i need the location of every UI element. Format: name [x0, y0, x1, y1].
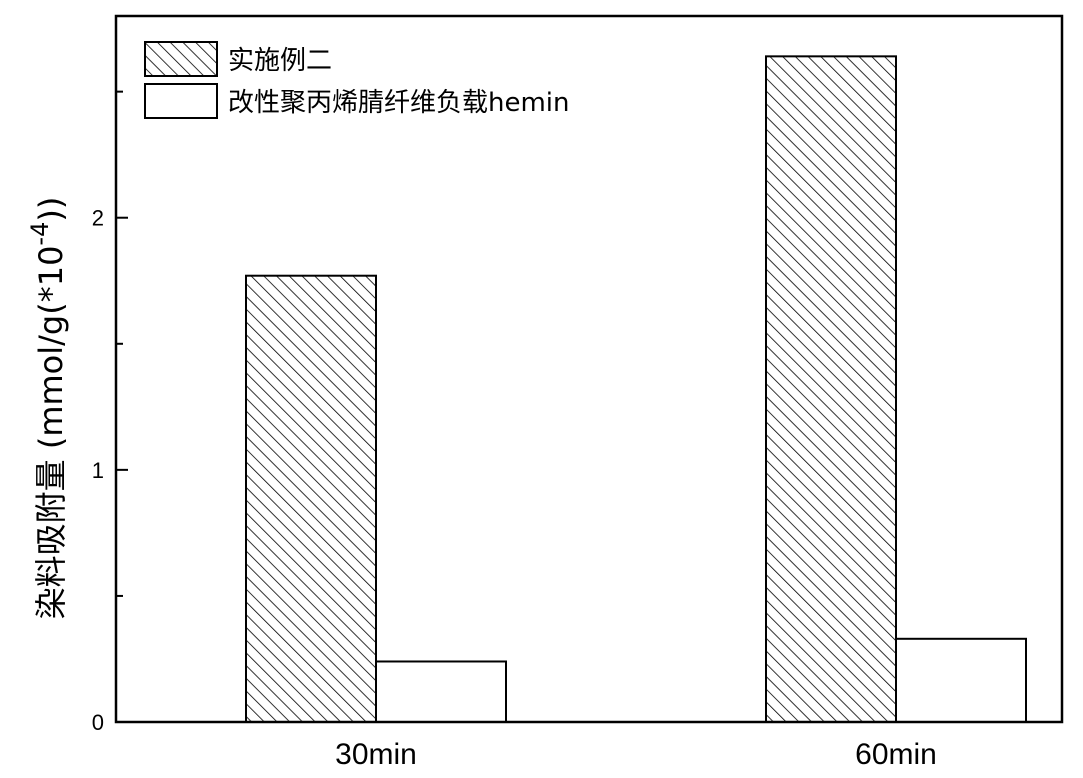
- y-axis-label: 染料吸附量 (mmol/g(*10-4)): [26, 197, 70, 620]
- legend-label-series-1: 实施例二: [228, 46, 332, 76]
- y-axis-label-superscript: -4: [26, 222, 54, 246]
- x-tick-label: 60min: [855, 738, 937, 771]
- y-tick-label: 0: [92, 710, 104, 735]
- legend: 实施例二 改性聚丙烯腈纤维负载hemin: [145, 42, 570, 118]
- bar-series-2-30min: [376, 661, 506, 722]
- y-axis-label-suffix: )): [32, 197, 70, 222]
- y-axis-label-main: 染料吸附量 (mmol/g(*10: [32, 246, 70, 620]
- legend-swatch-series-1: [145, 42, 217, 76]
- bar-series-1-30min: [246, 276, 376, 722]
- legend-label-series-2: 改性聚丙烯腈纤维负载hemin: [228, 88, 570, 118]
- bars-group: [246, 56, 1026, 722]
- y-tick-label: 1: [92, 458, 104, 483]
- y-axis: 0 1 2: [92, 92, 128, 735]
- bar-series-1-60min: [766, 56, 896, 722]
- bar-series-2-60min: [896, 639, 1026, 722]
- legend-swatch-series-2: [145, 84, 217, 118]
- x-tick-label: 30min: [335, 738, 417, 771]
- y-tick-label: 2: [92, 206, 104, 231]
